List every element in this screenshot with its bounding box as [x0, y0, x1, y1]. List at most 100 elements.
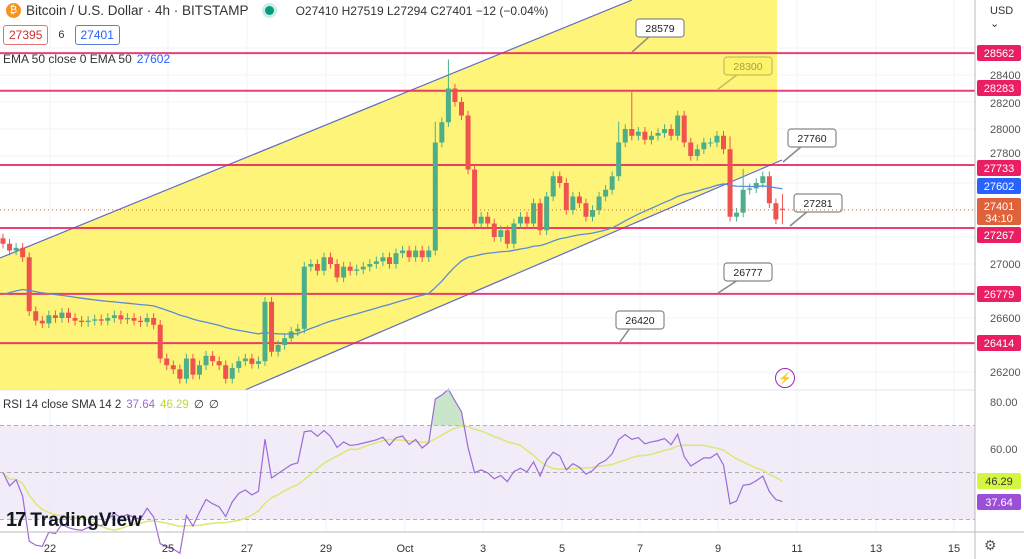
candle[interactable]	[773, 198, 779, 225]
candle[interactable]	[406, 245, 412, 262]
candle[interactable]	[46, 310, 52, 329]
candle[interactable]	[426, 245, 432, 262]
rsi-legend[interactable]: RSI 14 close SMA 14 2 37.64 46.29 ∅ ∅	[3, 397, 219, 411]
candle[interactable]	[393, 248, 399, 269]
candle[interactable]	[177, 364, 183, 384]
candle[interactable]	[308, 259, 314, 272]
candle[interactable]	[85, 315, 91, 327]
candle[interactable]	[740, 168, 746, 218]
candle[interactable]	[92, 314, 98, 326]
rsi-badge[interactable]: 37.64	[977, 494, 1021, 510]
candle[interactable]	[138, 315, 144, 327]
candle[interactable]	[216, 356, 222, 370]
candle[interactable]	[439, 117, 445, 148]
level-badge[interactable]: 28562	[977, 45, 1021, 61]
candle[interactable]	[66, 307, 71, 323]
gear-icon[interactable]: ⚙	[984, 537, 997, 553]
candle[interactable]	[347, 261, 353, 276]
buy-button[interactable]: 27401	[74, 25, 120, 45]
candle[interactable]	[432, 121, 438, 256]
candle[interactable]	[721, 131, 726, 154]
candle[interactable]	[354, 264, 360, 276]
price-callout[interactable]: 28300	[716, 56, 773, 91]
price-callout[interactable]: 26420	[615, 310, 665, 343]
candle[interactable]	[72, 313, 78, 326]
candle[interactable]	[111, 310, 117, 323]
candle[interactable]	[445, 59, 451, 127]
candle[interactable]	[223, 360, 229, 384]
candle[interactable]	[472, 164, 478, 229]
candle[interactable]	[590, 205, 595, 222]
candle[interactable]	[282, 333, 288, 350]
candle[interactable]	[0, 233, 6, 249]
currency-dropdown[interactable]: USD ⌄	[990, 5, 1014, 30]
candle[interactable]	[576, 191, 582, 208]
candle[interactable]	[609, 171, 615, 195]
candle[interactable]	[190, 353, 196, 380]
candle[interactable]	[210, 351, 216, 366]
candle[interactable]	[164, 353, 170, 370]
candle[interactable]	[170, 360, 176, 375]
level-badge[interactable]: 26414	[977, 335, 1021, 351]
price-callout[interactable]: 28579	[631, 18, 685, 53]
candle[interactable]	[583, 198, 589, 222]
ema-legend[interactable]: EMA 50 close 0 EMA 50 27602	[3, 52, 170, 66]
price-callout[interactable]: 26777	[717, 262, 773, 294]
candle[interactable]	[478, 212, 484, 229]
candle[interactable]	[760, 171, 766, 188]
candle[interactable]	[459, 97, 464, 121]
candle[interactable]	[688, 137, 694, 161]
candle[interactable]	[7, 239, 13, 256]
candle[interactable]	[668, 124, 674, 141]
candle[interactable]	[596, 191, 602, 215]
candle[interactable]	[124, 313, 130, 325]
candle[interactable]	[386, 252, 392, 269]
candle[interactable]	[747, 183, 753, 195]
candle[interactable]	[242, 353, 248, 366]
ema-badge[interactable]: 27602	[977, 178, 1021, 194]
rsi-sma-badge[interactable]: 46.29	[977, 473, 1021, 489]
level-badge[interactable]: 27267	[977, 227, 1021, 243]
candle[interactable]	[341, 261, 347, 283]
candle[interactable]	[262, 297, 268, 366]
candle[interactable]	[118, 310, 124, 325]
candle[interactable]	[249, 353, 255, 369]
candle[interactable]	[20, 243, 26, 262]
candle[interactable]	[681, 110, 687, 148]
candle[interactable]	[413, 245, 419, 262]
channel-upper-line[interactable]	[0, 0, 633, 259]
candle[interactable]	[105, 313, 111, 326]
candle[interactable]	[26, 252, 32, 316]
candle[interactable]	[727, 136, 733, 222]
candle[interactable]	[380, 252, 386, 267]
candle[interactable]	[79, 315, 85, 327]
candle[interactable]	[504, 225, 510, 249]
candle[interactable]	[255, 356, 261, 369]
candle[interactable]	[537, 198, 543, 235]
candle[interactable]	[622, 124, 628, 148]
candle[interactable]	[301, 261, 307, 334]
candle[interactable]	[701, 137, 707, 154]
lightning-icon[interactable]: ⚡	[775, 368, 795, 388]
price-callout[interactable]: 27281	[789, 193, 843, 227]
candle[interactable]	[452, 83, 458, 107]
candle[interactable]	[144, 313, 150, 327]
candle[interactable]	[373, 256, 379, 269]
candle[interactable]	[524, 212, 530, 229]
candle[interactable]	[360, 261, 366, 275]
candle[interactable]	[183, 353, 189, 384]
candle[interactable]	[314, 259, 320, 276]
candle[interactable]	[779, 193, 785, 225]
candle[interactable]	[52, 310, 58, 323]
level-badge[interactable]: 26779	[977, 286, 1021, 302]
candle[interactable]	[550, 171, 556, 202]
candle[interactable]	[629, 90, 635, 141]
candle[interactable]	[707, 137, 713, 148]
candle[interactable]	[531, 198, 537, 229]
candle[interactable]	[39, 315, 45, 329]
candle[interactable]	[328, 252, 333, 269]
candle[interactable]	[33, 306, 39, 326]
channel-lower-line[interactable]	[244, 159, 783, 391]
